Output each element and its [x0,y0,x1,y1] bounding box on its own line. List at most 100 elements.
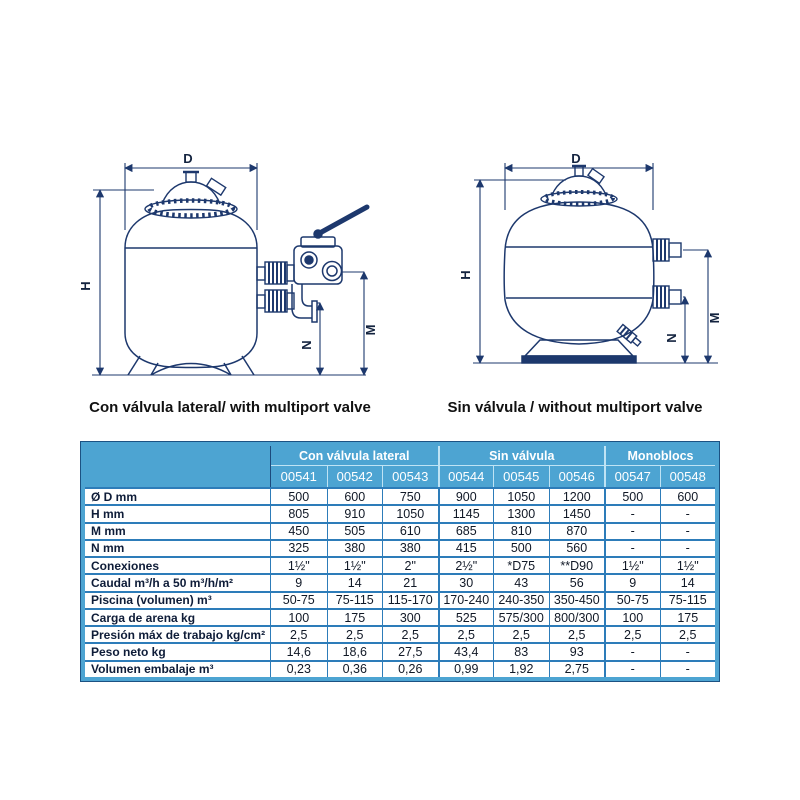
table-cell: 0,99 [437,659,493,677]
table-model-code: 00542 [326,466,383,487]
table-row-label: Peso neto kg [85,642,271,660]
upper-port [652,238,682,262]
table-cell: 575/300 [493,607,549,626]
table-row-label: Ø D mm [85,487,271,505]
table-cell: - [604,521,660,539]
table-row-label: N mm [85,538,271,557]
table-cell: 500 [493,538,549,557]
table-model-code: 00543 [382,466,438,487]
caption-without-valve: Sin válvula / without multiport valve [447,399,703,416]
dim-label-m: M [707,313,722,324]
table-cell: 450 [271,521,327,539]
table-cell: 600 [326,487,382,505]
filter-without-valve-diagram: D H M N [458,151,722,364]
table-cell: 14,6 [271,642,327,660]
table-row-label: M mm [85,521,271,539]
table-cell: 43 [493,573,549,591]
table-cell: 685 [437,521,493,539]
table-corner [85,446,271,466]
table-cell: 2,5 [326,625,382,643]
tank-body [124,208,258,369]
table-cell: 2,5 [382,625,438,643]
table-cell: 1½" [326,556,382,574]
dim-label-d: D [183,151,192,166]
table-cell: 43,4 [437,642,493,660]
table-cell: 100 [604,607,660,626]
table-group-header: Sin válvula [437,446,604,466]
dimension-lines [92,163,369,376]
table-cell: 560 [548,538,604,557]
table-model-code: 00541 [280,469,317,484]
spec-table-grid: Con válvula lateral Sin válvula Monoblocs 0… [85,446,715,677]
table-cell: 50-75 [271,590,327,608]
table-row-label: Conexiones [85,556,271,574]
table-cell: 325 [271,538,327,557]
table-cell: 2,5 [437,625,493,643]
table-cell: 14 [326,573,382,591]
drain-fitting [616,323,642,347]
table-cell: - [604,659,660,677]
table-model-code: 00545 [493,466,549,487]
table-cell: 1½" [659,556,715,574]
table-cell: 870 [548,521,604,539]
table-cell: 0,36 [326,659,382,677]
table-cell: 2,5 [604,625,660,643]
caption-with-valve: Con válvula lateral/ with multiport valv… [89,399,371,416]
table-cell: 18,6 [326,642,382,660]
tank-body [503,201,655,345]
table-cell: 805 [271,504,327,522]
table-cell: 2,5 [548,625,604,643]
table-cell: 9 [604,573,660,591]
table-cell: 100 [271,607,327,626]
table-cell: 500 [271,487,327,505]
table-row-label: Presión máx de trabajo kg/cm² [85,625,271,643]
table-cell: 525 [437,607,493,626]
dim-label-d: D [571,151,580,166]
table-cell: 1050 [382,504,438,522]
table-cell: 300 [382,607,438,626]
table-cell: 2,5 [493,625,549,643]
table-cell: 175 [326,607,382,626]
dim-label-m: M [363,325,378,336]
table-cell: 1,92 [493,659,549,677]
spec-table: Con válvula lateral Sin válvula Monoblocs 0… [80,441,720,682]
table-group-header: Con válvula lateral [271,446,438,466]
table-cell: 500 [604,487,660,505]
lower-union [256,289,295,313]
tank-lid [540,164,618,207]
table-cell: 380 [326,538,382,557]
table-cell: 2" [382,556,438,574]
table-cell: 14 [659,573,715,591]
table-cell: 2,5 [659,625,715,643]
valve-handle [315,204,370,237]
table-cell: 240-350 [493,590,549,608]
table-cell: - [604,504,660,522]
table-cell: 350-450 [548,590,604,608]
table-cell: 1450 [548,504,604,522]
table-cell: 56 [548,573,604,591]
table-cell: 1145 [437,504,493,522]
dim-label-n: N [299,340,314,349]
dim-label-h: H [80,281,93,290]
table-cell: 800/300 [548,607,604,626]
table-row-label: Volumen embalaje m³ [85,659,271,677]
table-cell: 2,5 [271,625,327,643]
table-cell: 75-115 [326,590,382,608]
table-cell: **D90 [548,556,604,574]
table-cell: 115-170 [382,590,438,608]
table-cell: 175 [659,607,715,626]
table-cell: 1½" [271,556,327,574]
table-cell: 750 [382,487,438,505]
table-cell: 910 [326,504,382,522]
table-row-label: Caudal m³/h a 50 m³/h/m² [85,573,271,591]
table-cell: 1½" [604,556,660,574]
table-model-code: 00546 [548,466,605,487]
table-cell: 380 [382,538,438,557]
dim-label-n: N [664,333,679,342]
lower-port [652,285,682,309]
table-cell: - [604,642,660,660]
table-cell: - [659,642,715,660]
table-model-code: 00548 [659,466,716,487]
table-cell: 2½" [437,556,493,574]
table-cell: 610 [382,521,438,539]
